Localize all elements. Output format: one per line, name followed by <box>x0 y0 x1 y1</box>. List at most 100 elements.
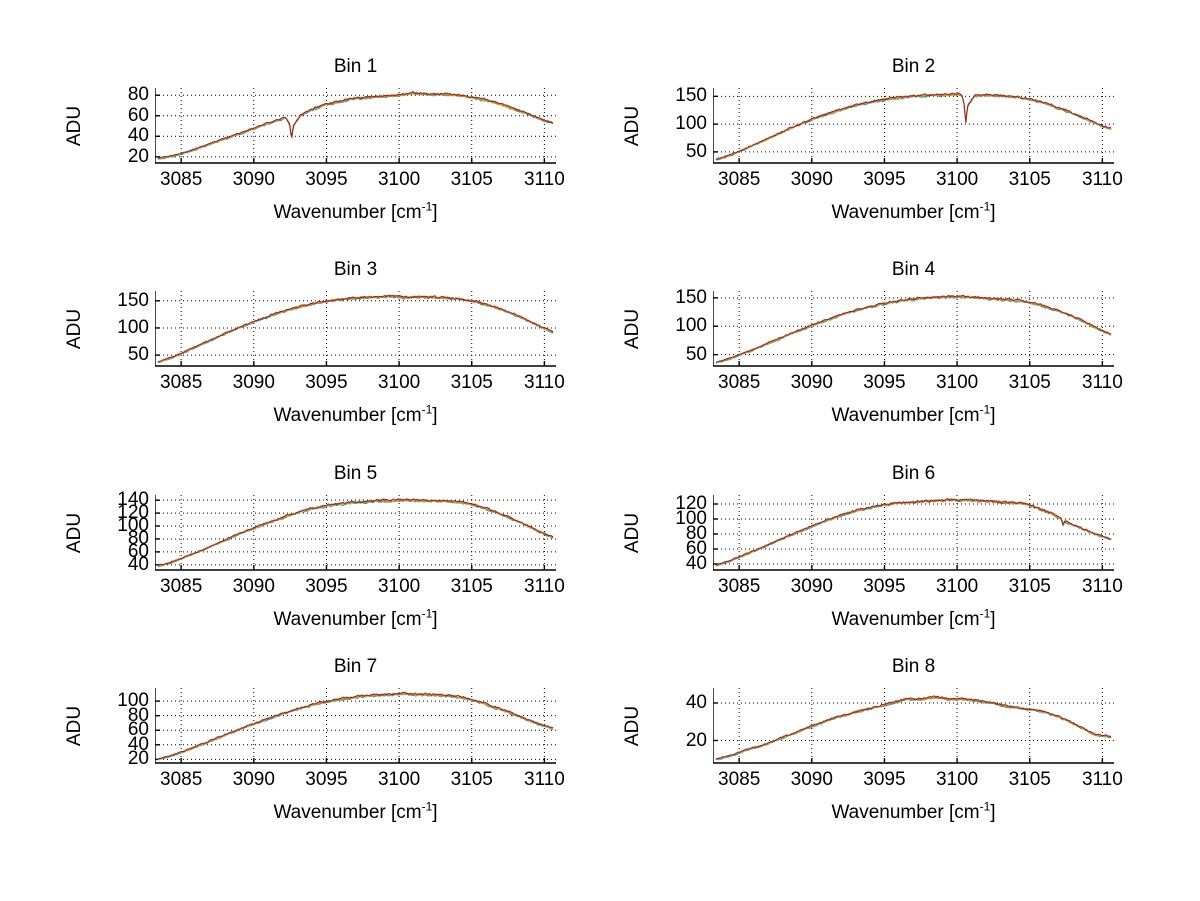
x-tick-label: 3100 <box>935 169 979 190</box>
spectrum-trace <box>157 294 554 363</box>
spectrum-trace <box>157 692 554 760</box>
y-tick-label: 50 <box>685 140 707 162</box>
spectrum-trace <box>715 498 1112 567</box>
x-axis-label: Wavenumber [cm-1] <box>155 404 556 427</box>
y-tick-label: 80 <box>127 527 149 549</box>
y-tick-label: 150 <box>675 286 707 308</box>
spectrum-trace <box>157 498 554 566</box>
y-tick-label: 80 <box>685 523 707 544</box>
y-tick-label: 80 <box>127 704 149 726</box>
x-tick-label: 3085 <box>160 169 203 190</box>
axis-spines <box>155 495 556 571</box>
x-tick-label: 3110 <box>1081 169 1123 190</box>
y-tick-label: 120 <box>675 493 707 514</box>
x-tick-label: 3095 <box>305 769 348 790</box>
x-tick-label: 3100 <box>377 372 421 393</box>
x-tick-label: 3110 <box>1081 769 1123 790</box>
spectrum-trace <box>715 498 1112 566</box>
spectrum-trace <box>715 295 1112 364</box>
x-axis-label-bracket: ] <box>990 802 996 823</box>
spectrum-trace <box>715 93 1112 161</box>
x-tick-label: 3085 <box>160 372 203 393</box>
x-axis-label: Wavenumber [cm-1] <box>713 606 1114 631</box>
x-axis-label-exponent: -1 <box>979 606 991 621</box>
x-tick-label: 3090 <box>790 169 833 190</box>
y-tick-label: 60 <box>685 538 707 559</box>
x-tick-label: 3105 <box>450 769 493 790</box>
spectrum-trace <box>715 93 1112 160</box>
panel-title: Bin 4 <box>891 259 936 280</box>
x-tick-label: 3090 <box>232 169 275 190</box>
x-tick-label: 3095 <box>863 576 906 597</box>
x-tick-label: 3085 <box>718 372 761 393</box>
y-axis-label: ADU <box>64 705 85 746</box>
y-tick-label: 40 <box>685 553 707 574</box>
y-tick-label: 60 <box>127 104 149 126</box>
spectrum-trace <box>715 294 1112 363</box>
y-tick-label: 40 <box>127 733 149 755</box>
spectrum-trace <box>715 696 1112 761</box>
spectrum-trace <box>157 294 554 363</box>
x-axis-label-exponent: -1 <box>979 402 991 417</box>
x-tick-label: 3100 <box>935 769 979 790</box>
x-axis-label-text: Wavenumber [cm <box>273 202 422 223</box>
panel-title: Bin 7 <box>333 656 378 677</box>
spectrum-trace <box>715 93 1112 161</box>
axis-spines <box>155 291 556 367</box>
spectrum-trace <box>157 692 554 760</box>
y-tick-label: 50 <box>685 343 707 365</box>
x-axis-label-bracket: ] <box>990 405 996 426</box>
x-axis-label-exponent: -1 <box>421 606 433 621</box>
y-axis-label: ADU <box>64 308 85 349</box>
y-tick-label: 60 <box>127 719 149 741</box>
x-axis-label-bracket: ] <box>432 405 438 426</box>
axis-spines <box>713 88 1114 164</box>
y-tick-label: 100 <box>675 508 707 529</box>
panel-title: Bin 2 <box>891 56 936 77</box>
x-axis-label-exponent: -1 <box>979 799 991 814</box>
y-axis-label: ADU <box>622 512 643 553</box>
plot-area <box>713 495 1114 571</box>
spectrum-trace <box>157 92 554 160</box>
y-tick-label: 20 <box>127 145 149 167</box>
x-tick-label: 3095 <box>863 372 906 393</box>
x-tick-label: 3095 <box>305 576 348 597</box>
x-tick-label: 3100 <box>935 372 979 393</box>
x-axis-label-text: Wavenumber [cm <box>831 202 980 223</box>
x-tick-label: 3105 <box>450 372 493 393</box>
spectrum-trace <box>715 295 1112 363</box>
y-axis-label: ADU <box>622 705 643 746</box>
axis-spines <box>713 495 1114 571</box>
y-tick-label: 100 <box>675 315 707 337</box>
spectrum-trace <box>157 499 554 568</box>
x-tick-label: 3090 <box>790 769 833 790</box>
spectrum-trace <box>715 295 1112 364</box>
x-axis-label: Wavenumber [cm-1] <box>155 201 556 224</box>
y-tick-label: 100 <box>117 515 149 537</box>
x-tick-label: 3110 <box>523 576 565 597</box>
y-tick-label: 80 <box>127 84 149 106</box>
spectrum-trace <box>715 697 1112 761</box>
y-tick-label: 60 <box>127 540 149 562</box>
x-axis-label-text: Wavenumber [cm <box>273 802 422 823</box>
x-axis-label-bracket: ] <box>432 802 438 823</box>
x-axis-label-exponent: -1 <box>421 799 433 814</box>
panel-title: Bin 5 <box>333 463 378 484</box>
spectrum-trace <box>157 498 554 567</box>
plot-area <box>155 88 556 164</box>
spectrum-trace <box>715 695 1112 760</box>
plot-area <box>155 688 556 764</box>
panel-title: Bin 3 <box>333 259 378 280</box>
spectrum-trace <box>157 92 554 160</box>
y-tick-label: 100 <box>117 316 149 338</box>
x-axis-label-text: Wavenumber [cm <box>831 405 980 426</box>
x-axis-label: Wavenumber [cm-1] <box>713 799 1114 824</box>
x-tick-label: 3090 <box>232 576 275 597</box>
plot-area <box>713 688 1114 764</box>
x-axis-label-bracket: ] <box>990 609 996 630</box>
